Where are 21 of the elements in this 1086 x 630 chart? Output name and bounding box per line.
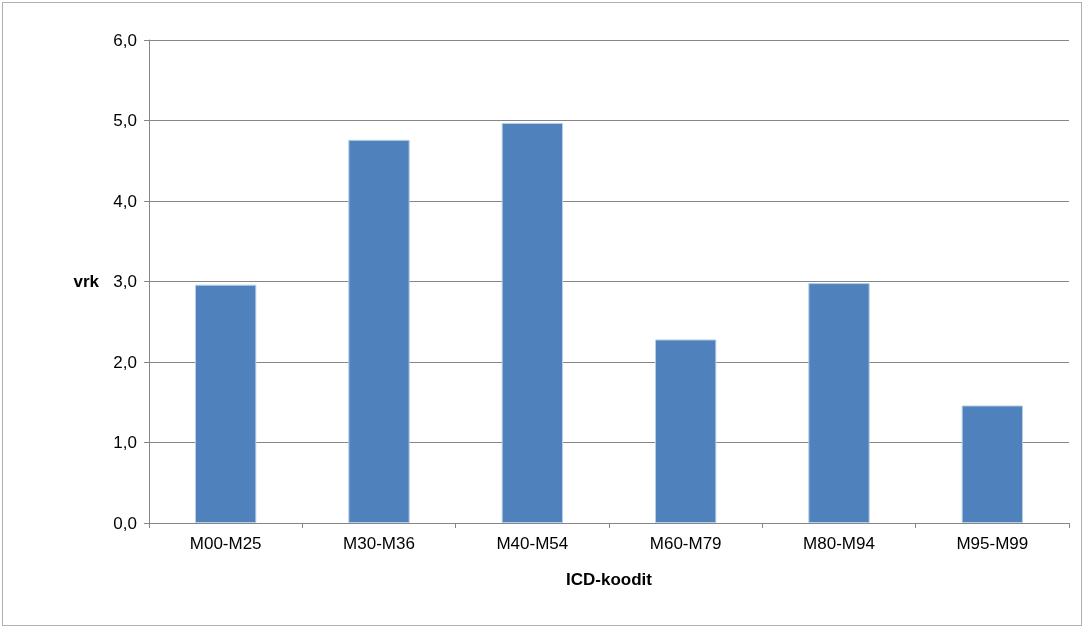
bar <box>195 284 257 523</box>
x-tick-label: M80-M94 <box>803 534 875 553</box>
y-tick-label: 0,0 <box>113 513 137 533</box>
y-tick-label: 3,0 <box>113 272 137 291</box>
y-tick-label: 6,0 <box>113 30 137 50</box>
y-axis-title: vrk <box>73 272 100 291</box>
bar <box>655 339 717 523</box>
bar <box>961 405 1023 523</box>
bar <box>501 122 563 523</box>
y-tick-label: 1,0 <box>113 433 137 452</box>
bar <box>808 283 870 523</box>
x-tick-label: M60-M79 <box>649 534 722 553</box>
y-tick-label: 4,0 <box>113 191 137 211</box>
y-tick-label: 2,0 <box>113 352 137 372</box>
x-axis-title: ICD-koodit <box>566 570 653 589</box>
x-tick-label: M40-M54 <box>496 534 569 553</box>
y-tick-label: 5,0 <box>113 111 137 130</box>
x-tick-label: M95-M99 <box>956 534 1029 553</box>
bar <box>348 139 410 523</box>
x-tick-label: M30-M36 <box>343 534 415 553</box>
x-tick-label: M00-M25 <box>189 534 262 553</box>
